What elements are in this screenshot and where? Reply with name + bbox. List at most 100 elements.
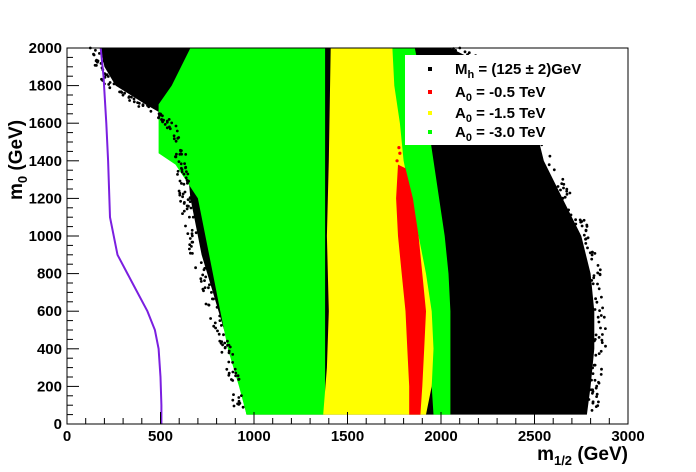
- black-speckle: [112, 82, 116, 86]
- black-speckle: [454, 49, 457, 52]
- black-speckle: [176, 169, 180, 173]
- black-speckle: [565, 187, 569, 191]
- black-speckle: [231, 353, 235, 356]
- black-speckle: [174, 139, 178, 143]
- black-speckle: [584, 229, 588, 233]
- black-speckle: [595, 395, 598, 398]
- black-speckle: [233, 367, 237, 371]
- black-speckle: [161, 119, 164, 123]
- black-speckle: [594, 386, 598, 390]
- black-speckle: [180, 170, 184, 174]
- black-speckle: [594, 297, 597, 301]
- black-speckle: [234, 374, 238, 378]
- black-speckle: [590, 253, 594, 257]
- black-speckle: [591, 372, 595, 375]
- black-speckle: [210, 291, 213, 294]
- black-speckle: [584, 242, 588, 245]
- black-speckle: [119, 90, 123, 94]
- black-speckle: [220, 324, 223, 327]
- x-axis-title: m1/2 (GeV): [537, 444, 628, 468]
- black-speckle: [586, 246, 589, 250]
- black-speckle: [602, 315, 606, 319]
- black-speckle: [159, 113, 163, 117]
- y-tick-label: 200: [37, 378, 62, 395]
- black-speckle: [561, 196, 565, 200]
- black-speckle: [241, 405, 245, 409]
- y-tick-label: 0: [54, 416, 62, 433]
- black-speckle: [182, 209, 186, 213]
- black-speckle: [237, 396, 241, 399]
- black-speckle: [95, 58, 98, 62]
- black-speckle: [165, 126, 169, 130]
- black-speckle: [597, 287, 601, 291]
- black-speckle: [227, 371, 231, 375]
- black-speckle: [188, 237, 192, 240]
- black-speckle: [237, 399, 241, 403]
- black-speckle: [190, 245, 193, 248]
- black-speckle: [597, 380, 600, 384]
- black-speckle: [149, 109, 153, 113]
- black-speckle: [188, 243, 192, 247]
- legend-entry-green: A0 = -3.0 TeV: [428, 124, 545, 144]
- black-speckle: [165, 120, 169, 124]
- black-speckle: [184, 165, 188, 169]
- y-tick-label: 1000: [29, 228, 62, 245]
- black-speckle: [232, 404, 236, 408]
- black-speckle: [100, 77, 103, 81]
- black-speckle: [204, 275, 208, 279]
- black-speckle: [178, 152, 182, 156]
- black-speckle: [132, 100, 136, 104]
- black-speckle: [185, 170, 188, 174]
- black-speckle: [585, 225, 589, 228]
- black-speckle: [220, 340, 224, 344]
- black-speckle: [561, 177, 565, 181]
- black-speckle: [212, 324, 216, 328]
- black-speckle: [599, 349, 603, 353]
- limit-curve: [99, 47, 163, 424]
- black-speckle: [463, 50, 467, 54]
- legend-entry-black: Mh = (125 ± 2)GeV: [428, 61, 581, 81]
- black-speckle: [137, 105, 141, 108]
- legend-label-green: A0 = -3.0 TeV: [455, 124, 545, 144]
- black-speckle: [216, 329, 219, 333]
- black-speckle: [593, 378, 597, 382]
- black-speckle: [182, 202, 186, 205]
- black-speckle: [182, 172, 186, 176]
- red-stray-point: [397, 146, 401, 150]
- black-speckle: [568, 191, 572, 195]
- black-speckle: [127, 95, 131, 98]
- black-speckle: [237, 378, 241, 381]
- black-speckle: [203, 286, 207, 289]
- black-speckle: [201, 287, 205, 291]
- black-speckle: [163, 123, 167, 126]
- black-speckle: [199, 261, 203, 264]
- black-speckle: [592, 274, 596, 277]
- black-speckle: [186, 181, 189, 185]
- black-speckle: [562, 182, 566, 186]
- black-speckle: [215, 305, 219, 309]
- black-speckle: [587, 398, 591, 401]
- black-speckle: [222, 333, 225, 337]
- black-speckle: [95, 64, 98, 67]
- legend-label-red: A0 = -0.5 TeV: [455, 84, 545, 104]
- region-red: [396, 164, 426, 415]
- black-speckle: [190, 228, 194, 232]
- black-speckle: [223, 345, 227, 349]
- black-speckle: [231, 361, 235, 364]
- black-speckle: [218, 314, 222, 318]
- black-speckle: [580, 224, 584, 228]
- black-speckle: [590, 250, 594, 254]
- black-speckle: [597, 320, 601, 324]
- black-speckle: [556, 185, 560, 188]
- black-speckle: [227, 360, 231, 364]
- black-speckle: [220, 350, 224, 354]
- black-speckle: [189, 206, 193, 210]
- x-axis-ticks: 0 500 1000 1500 2000 2500 3000: [63, 412, 645, 445]
- black-speckle: [593, 252, 597, 255]
- black-speckle: [184, 153, 188, 156]
- black-speckle: [181, 195, 185, 199]
- black-speckle: [579, 220, 583, 224]
- black-speckle: [227, 373, 231, 377]
- black-speckle: [598, 272, 602, 276]
- black-speckle: [183, 190, 187, 194]
